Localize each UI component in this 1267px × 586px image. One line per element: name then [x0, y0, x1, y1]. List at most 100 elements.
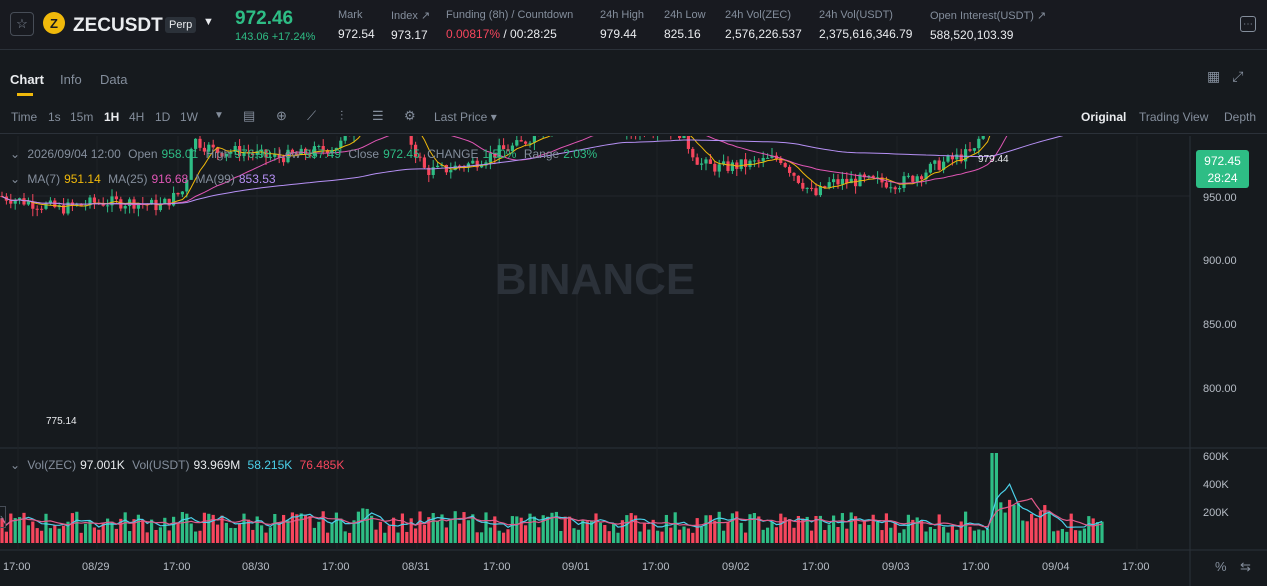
interval-1s[interactable]: 1s: [48, 110, 61, 124]
view-depth[interactable]: Depth: [1224, 110, 1257, 124]
volume-bar: [44, 513, 48, 543]
volume-bar: [277, 522, 281, 543]
fullscreen-icon[interactable]: ⤢: [1232, 68, 1244, 84]
volume-bar: [216, 524, 220, 543]
volume-bar: [392, 517, 396, 543]
collapse-chevron-icon[interactable]: ⌄: [10, 458, 21, 472]
volume-bar: [814, 515, 818, 543]
candle-body: [893, 187, 897, 190]
volume-bar: [308, 516, 312, 543]
tab-chart[interactable]: Chart: [10, 72, 44, 87]
volume-bar: [202, 512, 206, 543]
candle-body: [0, 196, 4, 197]
candle-body: [220, 152, 224, 157]
symbol-dropdown-icon[interactable]: ▼: [203, 16, 214, 28]
volume-bar: [321, 511, 325, 543]
volume-bar: [942, 526, 946, 543]
candle-body: [845, 178, 849, 184]
volume-bar: [717, 511, 721, 543]
candle-body: [18, 198, 22, 201]
settings-list-icon[interactable]: ☰: [372, 108, 384, 123]
candle-body: [695, 157, 699, 165]
candle-body: [761, 157, 765, 162]
volume-bar: [136, 514, 140, 543]
volume-bar: [440, 514, 444, 543]
volume-bar: [928, 527, 932, 543]
volume-bar: [603, 524, 607, 543]
volume-bar: [84, 523, 88, 543]
stat-index[interactable]: Index ↗ 973.17: [391, 10, 431, 42]
candle-body: [123, 206, 127, 209]
collapse-chevron-icon[interactable]: ⌄: [10, 147, 21, 161]
candle-body: [242, 152, 246, 157]
volume-bar: [735, 511, 739, 543]
candle-type-icon[interactable]: ⫶: [340, 108, 344, 123]
volume-bar: [154, 529, 158, 543]
candle-body: [752, 160, 756, 162]
expand-panel-icon[interactable]: ›: [0, 506, 6, 528]
volume-bar: [453, 511, 457, 543]
candle-body: [722, 161, 726, 165]
volume-bar: [1074, 530, 1078, 543]
volume-bar: [871, 514, 875, 543]
volume-bar: [22, 512, 26, 543]
favorite-star-icon[interactable]: ☆: [10, 12, 34, 36]
interval-1w[interactable]: 1W: [180, 110, 198, 124]
volume-bar: [959, 521, 963, 543]
add-indicator-icon[interactable]: ⊕: [276, 108, 287, 123]
tab-data[interactable]: Data: [100, 72, 128, 87]
more-icon[interactable]: ⋯: [1240, 16, 1256, 32]
interval-1h[interactable]: 1H: [104, 110, 120, 124]
candle-body: [832, 179, 836, 183]
interval-4h[interactable]: 4H: [129, 110, 145, 124]
candle-body: [708, 159, 712, 164]
tab-info[interactable]: Info: [60, 72, 82, 87]
interval-dropdown-icon[interactable]: ▼: [214, 110, 224, 121]
volume-bar: [352, 520, 356, 543]
candle-body: [444, 165, 448, 173]
candle-body: [26, 201, 30, 205]
axis-settings-icon[interactable]: ⇆: [1240, 559, 1251, 574]
volume-bar: [1016, 503, 1020, 543]
calendar-icon[interactable]: ▤: [243, 108, 256, 123]
volume-bar: [598, 522, 602, 543]
volume-bar: [594, 513, 598, 543]
volume-bar: [427, 517, 431, 543]
view-trading-view[interactable]: Trading View: [1139, 110, 1209, 124]
candlestick-chart[interactable]: BINANCE: [0, 136, 1267, 586]
percent-icon[interactable]: %: [1215, 559, 1227, 574]
volume-bar: [1065, 531, 1069, 543]
candle-body: [748, 160, 752, 167]
volume-bar: [647, 529, 651, 543]
candle-body: [255, 151, 259, 156]
volume-bar: [642, 522, 646, 543]
candle-body: [150, 199, 154, 205]
symbol-name[interactable]: ZECUSDT: [73, 15, 163, 36]
candle-body: [290, 149, 294, 154]
stat-open-interest[interactable]: Open Interest(USDT) ↗ 588,520,103.39: [930, 10, 1047, 42]
volume-bar: [57, 528, 61, 543]
candle-body: [902, 176, 906, 189]
price-type-select[interactable]: Last Price ▾: [434, 110, 497, 124]
candle-body: [700, 163, 704, 165]
volume-bar: [950, 525, 954, 543]
volume-bar: [480, 532, 484, 543]
volume-bar: [726, 522, 730, 543]
view-original[interactable]: Original: [1081, 110, 1127, 124]
candle-body: [955, 154, 959, 160]
interval-1d[interactable]: 1D: [155, 110, 171, 124]
volume-bar: [537, 527, 541, 543]
interval-time[interactable]: Time: [11, 110, 38, 124]
collapse-chevron-icon[interactable]: ⌄: [10, 172, 21, 186]
volume-bar: [757, 516, 761, 543]
volume-bar: [616, 532, 620, 543]
interval-15m[interactable]: 15m: [70, 110, 94, 124]
volume-bar: [128, 531, 132, 543]
indicator-chart-icon[interactable]: ⟋: [307, 108, 317, 123]
candle-body: [766, 157, 770, 159]
volume-bar: [1078, 530, 1082, 543]
gear-icon[interactable]: ⚙: [404, 108, 416, 123]
volume-bar: [748, 514, 752, 543]
layout-grid-icon[interactable]: ▦: [1207, 68, 1221, 84]
candle-body: [101, 203, 105, 206]
